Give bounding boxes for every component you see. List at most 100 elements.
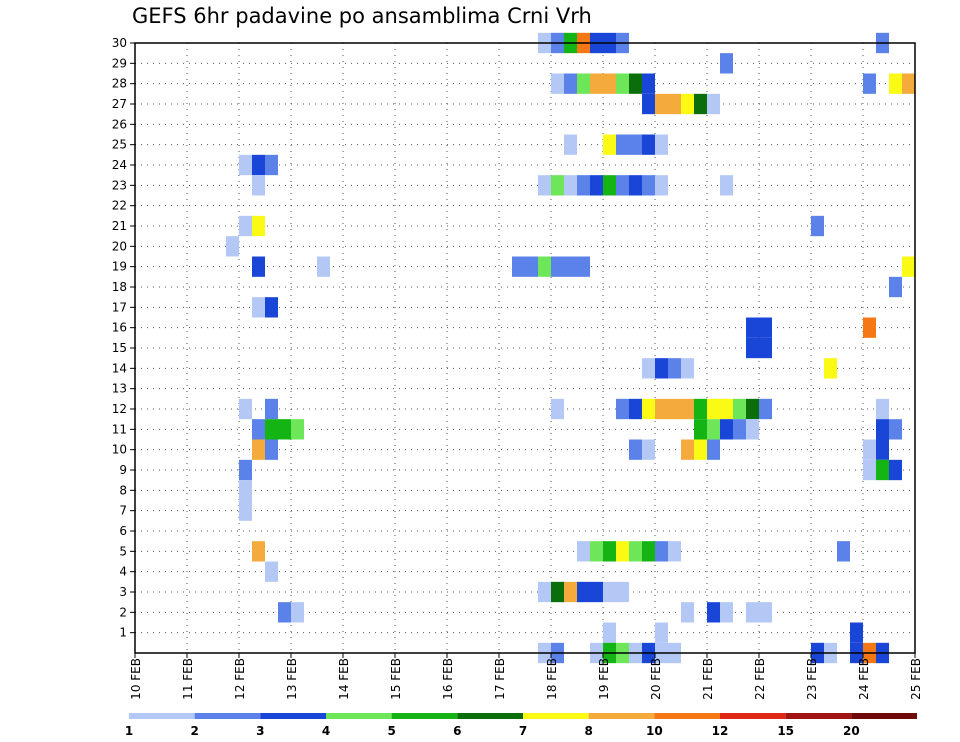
y-tick-label: 21	[112, 219, 127, 233]
x-tick-label: 25 FEB	[909, 658, 923, 700]
heatmap-cell	[226, 236, 239, 257]
heatmap-cell	[252, 297, 265, 318]
y-tick-label: 23	[112, 178, 127, 192]
heatmap-cell	[681, 602, 694, 623]
heatmap-cell	[629, 134, 642, 155]
heatmap-cell	[876, 419, 889, 440]
y-tick-label: 4	[119, 565, 127, 579]
y-tick-label: 2	[119, 605, 127, 619]
heatmap-cell	[278, 419, 291, 440]
heatmap-cell	[603, 622, 616, 643]
heatmap-cell	[265, 419, 278, 440]
heatmap-cell	[707, 602, 720, 623]
heatmap-cell	[694, 93, 707, 115]
legend-swatch	[391, 713, 458, 719]
heatmap-cell	[577, 73, 590, 94]
heatmap-cell	[707, 439, 720, 460]
heatmap-cell	[590, 541, 603, 562]
heatmap-cell	[603, 175, 616, 196]
y-tick-label: 26	[112, 117, 127, 131]
legend-swatch	[523, 713, 589, 719]
heatmap-cell	[551, 398, 564, 420]
heatmap-cell	[616, 175, 629, 196]
heatmap-cell	[902, 256, 915, 277]
y-tick-label: 9	[119, 463, 127, 477]
heatmap-cell	[590, 175, 603, 196]
y-tick-label: 7	[119, 504, 127, 518]
y-tick-label: 22	[112, 199, 127, 213]
heatmap-cell	[720, 398, 733, 420]
heatmap-cell	[564, 134, 577, 155]
heatmap-cell	[629, 398, 642, 420]
legend-swatch	[654, 713, 720, 719]
heatmap-cell	[668, 358, 681, 379]
heatmap-cell	[720, 53, 733, 74]
heatmap-cell	[876, 459, 889, 481]
heatmap-cell	[265, 561, 278, 582]
heatmap-cell	[252, 215, 265, 237]
heatmap-cell	[824, 358, 837, 379]
heatmap-cell	[239, 154, 252, 176]
heatmap-cell	[291, 419, 304, 440]
heatmap-cell	[889, 459, 902, 481]
x-tick-label: 18 FEB	[545, 658, 559, 700]
legend-swatch	[260, 713, 326, 719]
heatmap-cell	[863, 459, 876, 481]
heatmap-cell	[902, 73, 915, 94]
heatmap-cell	[681, 398, 694, 420]
heatmap-cell	[551, 581, 564, 603]
x-tick-label: 12 FEB	[233, 658, 247, 700]
x-tick-label: 20 FEB	[649, 658, 663, 700]
heatmap-cell	[265, 154, 278, 176]
heatmap-cell	[577, 581, 590, 603]
heatmap-cell	[252, 541, 265, 562]
heatmap-cell	[642, 134, 655, 155]
heatmap-cell	[564, 73, 577, 94]
y-tick-label: 27	[112, 97, 127, 111]
heatmap-cell	[538, 175, 551, 196]
legend-label: 8	[584, 724, 592, 738]
legend-swatch	[851, 713, 917, 719]
heatmap-cell	[863, 439, 876, 460]
heatmap-cell	[278, 602, 291, 623]
x-tick-label: 23 FEB	[805, 658, 819, 700]
heatmap-cell	[616, 73, 629, 94]
x-tick-label: 19 FEB	[597, 658, 611, 700]
y-tick-label: 19	[112, 260, 127, 274]
heatmap-cell	[564, 175, 577, 196]
chart-title: GEFS 6hr padavine po ansamblima Crni Vrh	[132, 4, 592, 28]
legend-swatch	[194, 713, 261, 719]
heatmap-cell	[707, 93, 720, 115]
heatmap-cell	[291, 602, 304, 623]
heatmap-cell	[642, 73, 655, 94]
heatmap-cell	[603, 73, 616, 94]
y-tick-label: 12	[112, 402, 127, 416]
heatmap-cell	[551, 73, 564, 94]
heatmap-cell	[603, 134, 616, 155]
heatmap-cell	[733, 419, 746, 440]
heatmap-cell	[655, 358, 668, 379]
heatmap-cell	[590, 73, 603, 94]
heatmap-cell	[551, 175, 564, 196]
heatmap-cell	[889, 73, 902, 94]
heatmap-cell	[577, 256, 590, 277]
legend-label: 5	[387, 724, 395, 738]
heatmap-cell	[616, 134, 629, 155]
heatmap-cell	[707, 398, 720, 420]
heatmap-cell	[538, 581, 551, 603]
heatmap-cell	[252, 256, 265, 277]
y-tick-label: 29	[112, 56, 127, 70]
heatmap-cell	[876, 398, 889, 420]
heatmap-cell	[876, 439, 889, 460]
heatmap-cell	[564, 256, 577, 277]
heatmap-cell	[668, 93, 681, 115]
legend-label: 2	[190, 724, 198, 738]
heatmap-cell	[239, 215, 252, 237]
heatmap-cell	[694, 439, 707, 460]
heatmap-cell	[642, 439, 655, 460]
y-tick-label: 25	[112, 138, 127, 152]
legend-label: 20	[843, 724, 860, 738]
y-tick-label: 17	[112, 300, 127, 314]
x-tick-label: 13 FEB	[285, 658, 299, 700]
